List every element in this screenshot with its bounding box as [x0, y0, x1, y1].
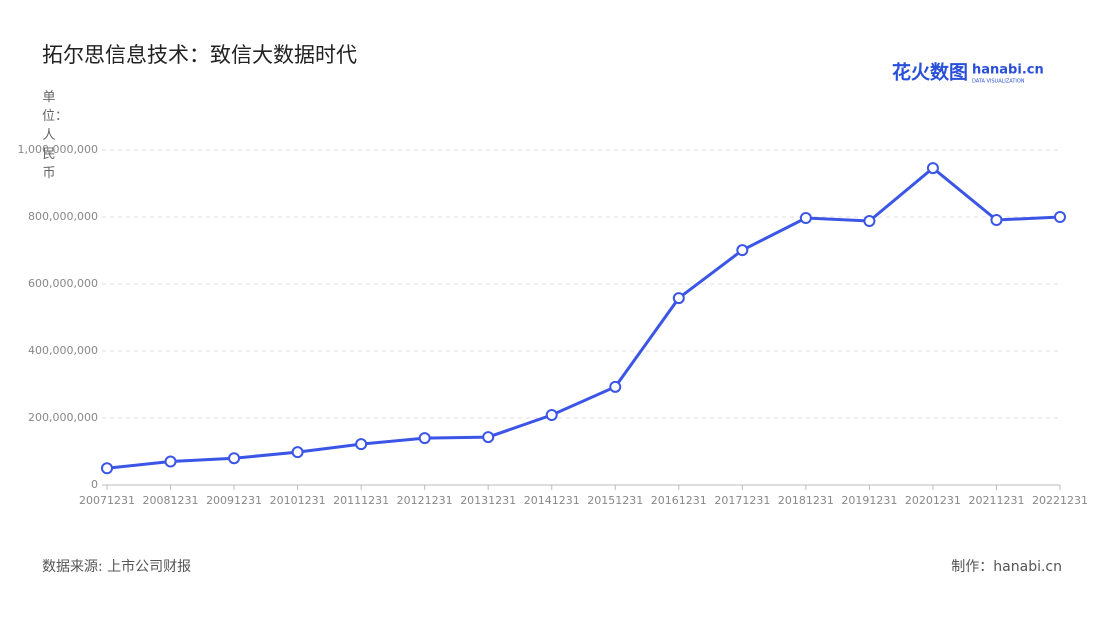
point [990, 214, 1003, 227]
point [418, 432, 431, 445]
point [101, 462, 113, 475]
x-tick-label: 20221231 [1032, 494, 1088, 507]
x-tick-label: 20081231 [143, 494, 199, 507]
x-tick-label: 20171231 [714, 494, 770, 507]
x-tick-label: 20071231 [79, 494, 135, 507]
x-tick-label: 20191231 [841, 494, 897, 507]
y-tick-label: 1,000,000,000 [18, 143, 98, 156]
point [291, 446, 304, 459]
point [164, 455, 177, 468]
line [106, 166, 1061, 470]
credit: 制作：hanabi.cn [951, 559, 1062, 575]
point [736, 244, 749, 257]
y-tick-label: 600,000,000 [28, 277, 98, 290]
x-tick-label: 20091231 [206, 494, 262, 507]
x-tick-label: 20161231 [651, 494, 707, 507]
x-tick-label: 20181231 [778, 494, 834, 507]
x-tick-label: 20151231 [587, 494, 643, 507]
point [355, 438, 368, 451]
y-tick-label: 200,000,000 [28, 411, 98, 424]
y-tick-label: 400,000,000 [28, 344, 98, 357]
x-tick-label: 20211231 [968, 494, 1024, 507]
point [672, 292, 685, 305]
logo-name: 花火数图 [892, 61, 968, 84]
x-tick-label: 20141231 [524, 494, 580, 507]
x-tick-label: 20201231 [905, 494, 961, 507]
point [1054, 211, 1066, 223]
logo-tagline: DATA VISUALIZATION [972, 79, 1025, 85]
point [799, 212, 812, 225]
y-tick-label: 800,000,000 [28, 210, 98, 223]
logo-site: hanabi.cn [972, 63, 1044, 78]
y-tick-label: 0 [91, 478, 98, 491]
chart-title: 拓尔思信息技术：致信大数据时代 [42, 43, 357, 67]
x-tick-label: 20101231 [270, 494, 326, 507]
point [926, 162, 939, 175]
point [609, 380, 622, 393]
point [863, 215, 876, 228]
point [482, 431, 495, 444]
source: 数据来源: 上市公司财报 [42, 558, 191, 575]
point [228, 452, 241, 465]
x-tick-label: 20111231 [333, 494, 389, 507]
x-tick-label: 20121231 [397, 494, 453, 507]
x-tick-label: 20131231 [460, 494, 516, 507]
point [545, 408, 558, 421]
